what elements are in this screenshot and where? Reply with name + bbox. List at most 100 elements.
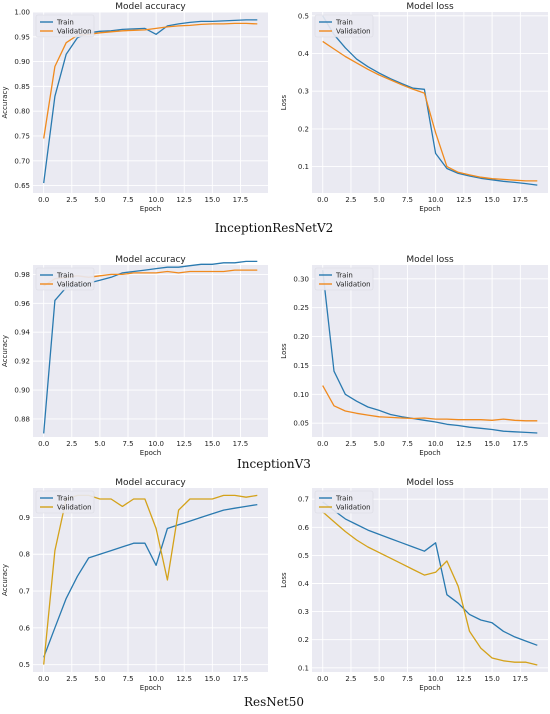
figure-caption: InceptionResNetV2 (215, 221, 334, 235)
x-tick-label: 12.5 (456, 440, 472, 448)
chart-title: Model loss (406, 478, 454, 488)
y-tick-label: 0.8 (19, 551, 30, 559)
legend-label: Validation (336, 504, 371, 512)
y-tick-label: 0.5 (298, 552, 309, 560)
x-axis-label: Epoch (419, 449, 440, 457)
y-tick-label: 0.3 (298, 88, 309, 96)
x-tick-label: 17.5 (513, 675, 529, 683)
y-tick-label: 0.65 (14, 182, 30, 190)
legend-label: Train (56, 272, 74, 280)
plot-area (33, 488, 268, 672)
legend-label: Validation (336, 28, 371, 36)
y-tick-label: 0.70 (14, 157, 30, 165)
y-tick-label: 0.5 (298, 12, 309, 20)
x-tick-label: 7.5 (122, 196, 133, 204)
x-tick-label: 0.0 (38, 440, 49, 448)
y-tick-label: 0.9 (19, 514, 30, 522)
y-tick-label: 0.96 (14, 300, 30, 308)
x-tick-label: 10.0 (428, 440, 444, 448)
legend-label: Train (56, 495, 74, 503)
x-tick-label: 17.5 (233, 675, 249, 683)
x-tick-label: 5.0 (374, 440, 385, 448)
x-tick-label: 10.0 (428, 675, 444, 683)
y-tick-label: 0.3 (298, 608, 309, 616)
chart-5: 0.0 2.5 5.0 7.5 10.0 12.5 15.0 17.5 0.5 0.6 0.7 0.8… (1, 478, 268, 692)
y-axis-label: Loss (280, 94, 288, 110)
chart-1: 0.0 2.5 5.0 7.5 10.0 12.5 15.0 17.5 0.65 0.70 0.75… (1, 2, 268, 213)
x-axis-label: Epoch (140, 684, 161, 692)
x-tick-label: 2.5 (345, 196, 356, 204)
figure-caption: InceptionV3 (237, 457, 311, 471)
legend-label: Validation (336, 281, 371, 289)
x-tick-label: 12.5 (176, 440, 192, 448)
y-tick-label: 0.25 (293, 304, 309, 312)
y-tick-label: 0.1 (298, 664, 309, 672)
x-tick-label: 7.5 (402, 440, 413, 448)
series-line-validation (322, 511, 538, 666)
chart-title: Model loss (406, 255, 454, 265)
x-tick-label: 0.0 (38, 675, 49, 683)
y-axis-label: Accuracy (1, 87, 9, 119)
y-tick-label: 0.05 (293, 420, 309, 428)
y-tick-label: 0.30 (293, 275, 309, 283)
y-tick-label: 0.80 (14, 108, 30, 116)
series-line-train (43, 503, 258, 658)
y-tick-label: 0.98 (14, 271, 30, 279)
x-axis-label: Epoch (419, 684, 440, 692)
x-tick-label: 5.0 (374, 196, 385, 204)
x-tick-label: 5.0 (94, 196, 105, 204)
x-tick-label: 17.5 (513, 196, 529, 204)
y-tick-label: 0.6 (19, 624, 31, 632)
y-tick-label: 0.20 (293, 333, 309, 341)
x-tick-label: 10.0 (428, 196, 444, 204)
x-tick-label: 5.0 (94, 440, 105, 448)
y-axis-label: Loss (280, 572, 288, 588)
x-tick-label: 12.5 (456, 675, 472, 683)
y-tick-label: 0.15 (293, 362, 309, 370)
series-line-validation (322, 40, 538, 182)
x-tick-label: 5.0 (374, 675, 385, 683)
x-tick-label: 5.0 (94, 675, 105, 683)
series-line-train (322, 15, 538, 186)
y-axis-label: Accuracy (1, 564, 9, 596)
x-tick-label: 7.5 (122, 440, 133, 448)
x-tick-label: 15.0 (484, 440, 500, 448)
y-tick-label: 0.2 (298, 636, 309, 644)
x-tick-label: 7.5 (402, 675, 413, 683)
chart-6: 0.0 2.5 5.0 7.5 10.0 12.5 15.0 17.5 0.1 0.2 0.3 0.4… (280, 478, 548, 692)
series-line-train (322, 501, 538, 646)
y-tick-label: 0.90 (14, 58, 30, 66)
x-tick-label: 15.0 (205, 675, 221, 683)
y-tick-label: 0.4 (298, 580, 310, 588)
y-tick-label: 0.4 (298, 50, 310, 58)
y-tick-label: 0.6 (298, 524, 310, 532)
x-tick-label: 12.5 (456, 196, 472, 204)
y-tick-label: 0.95 (14, 33, 30, 41)
plot-area (312, 12, 548, 193)
plot-area (33, 265, 268, 437)
x-tick-label: 12.5 (176, 196, 192, 204)
legend-label: Train (335, 272, 353, 280)
y-tick-label: 0.7 (298, 496, 309, 504)
x-tick-label: 15.0 (484, 675, 500, 683)
x-tick-label: 0.0 (38, 196, 49, 204)
chart-title: Model accuracy (115, 478, 186, 488)
y-axis-label: Accuracy (1, 335, 9, 367)
y-tick-label: 0.2 (298, 125, 309, 133)
x-tick-label: 17.5 (233, 196, 249, 204)
y-axis-label: Loss (280, 343, 288, 359)
y-tick-label: 0.92 (14, 358, 30, 366)
legend-label: Validation (57, 281, 92, 289)
x-axis-label: Epoch (140, 205, 161, 213)
x-tick-label: 15.0 (205, 196, 221, 204)
chart-title: Model loss (406, 2, 454, 12)
x-tick-label: 2.5 (66, 440, 77, 448)
y-tick-label: 0.1 (298, 163, 309, 171)
plot-area (312, 488, 548, 672)
chart-title: Model accuracy (115, 255, 186, 265)
